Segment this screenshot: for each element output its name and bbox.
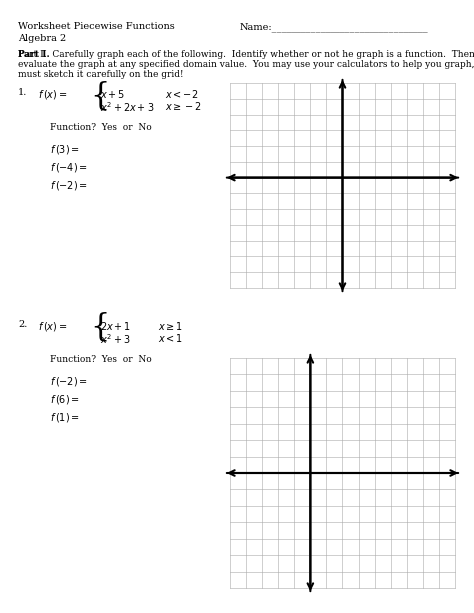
Text: 2.: 2. bbox=[18, 320, 27, 329]
Text: Worksheet Piecewise Functions: Worksheet Piecewise Functions bbox=[18, 22, 175, 31]
Text: Function?  Yes  or  No: Function? Yes or No bbox=[50, 123, 152, 132]
Text: $x < -2$: $x < -2$ bbox=[165, 88, 199, 100]
Text: $f\,(6) =$: $f\,(6) =$ bbox=[50, 393, 80, 406]
Text: must sketch it carefully on the grid!: must sketch it carefully on the grid! bbox=[18, 70, 183, 79]
Text: $f\,(x) =$: $f\,(x) =$ bbox=[38, 320, 67, 333]
Text: $x^2 + 3$: $x^2 + 3$ bbox=[100, 332, 130, 346]
Text: $f\,(-2) =$: $f\,(-2) =$ bbox=[50, 179, 88, 192]
Text: $2x + 1$: $2x + 1$ bbox=[100, 320, 131, 332]
Text: Part I.: Part I. bbox=[18, 50, 50, 59]
Text: $x \geq -2$: $x \geq -2$ bbox=[165, 100, 202, 112]
Text: $x^2 + 2x + 3$: $x^2 + 2x + 3$ bbox=[100, 100, 155, 114]
Text: {: { bbox=[90, 80, 109, 112]
Text: $f\,(-2) =$: $f\,(-2) =$ bbox=[50, 375, 88, 388]
Text: {: { bbox=[90, 311, 109, 343]
Text: Algebra 2: Algebra 2 bbox=[18, 34, 66, 43]
Text: Name:________________________________: Name:________________________________ bbox=[240, 22, 428, 32]
Text: $x + 5$: $x + 5$ bbox=[100, 88, 126, 100]
Text: evaluate the graph at any specified domain value.  You may use your calculators : evaluate the graph at any specified doma… bbox=[18, 60, 474, 69]
Text: 1.: 1. bbox=[18, 88, 27, 97]
Text: $f\,(3) =$: $f\,(3) =$ bbox=[50, 143, 80, 156]
Text: $x \geq 1$: $x \geq 1$ bbox=[158, 320, 183, 332]
Text: $x < 1$: $x < 1$ bbox=[158, 332, 183, 344]
Text: Part I.  Carefully graph each of the following.  Identify whether or not he grap: Part I. Carefully graph each of the foll… bbox=[18, 50, 474, 59]
Text: Function?  Yes  or  No: Function? Yes or No bbox=[50, 355, 152, 364]
Text: $f\,(1) =$: $f\,(1) =$ bbox=[50, 411, 80, 424]
Text: $f\,(-4) =$: $f\,(-4) =$ bbox=[50, 161, 88, 174]
Text: $f\,(x) =$: $f\,(x) =$ bbox=[38, 88, 67, 101]
